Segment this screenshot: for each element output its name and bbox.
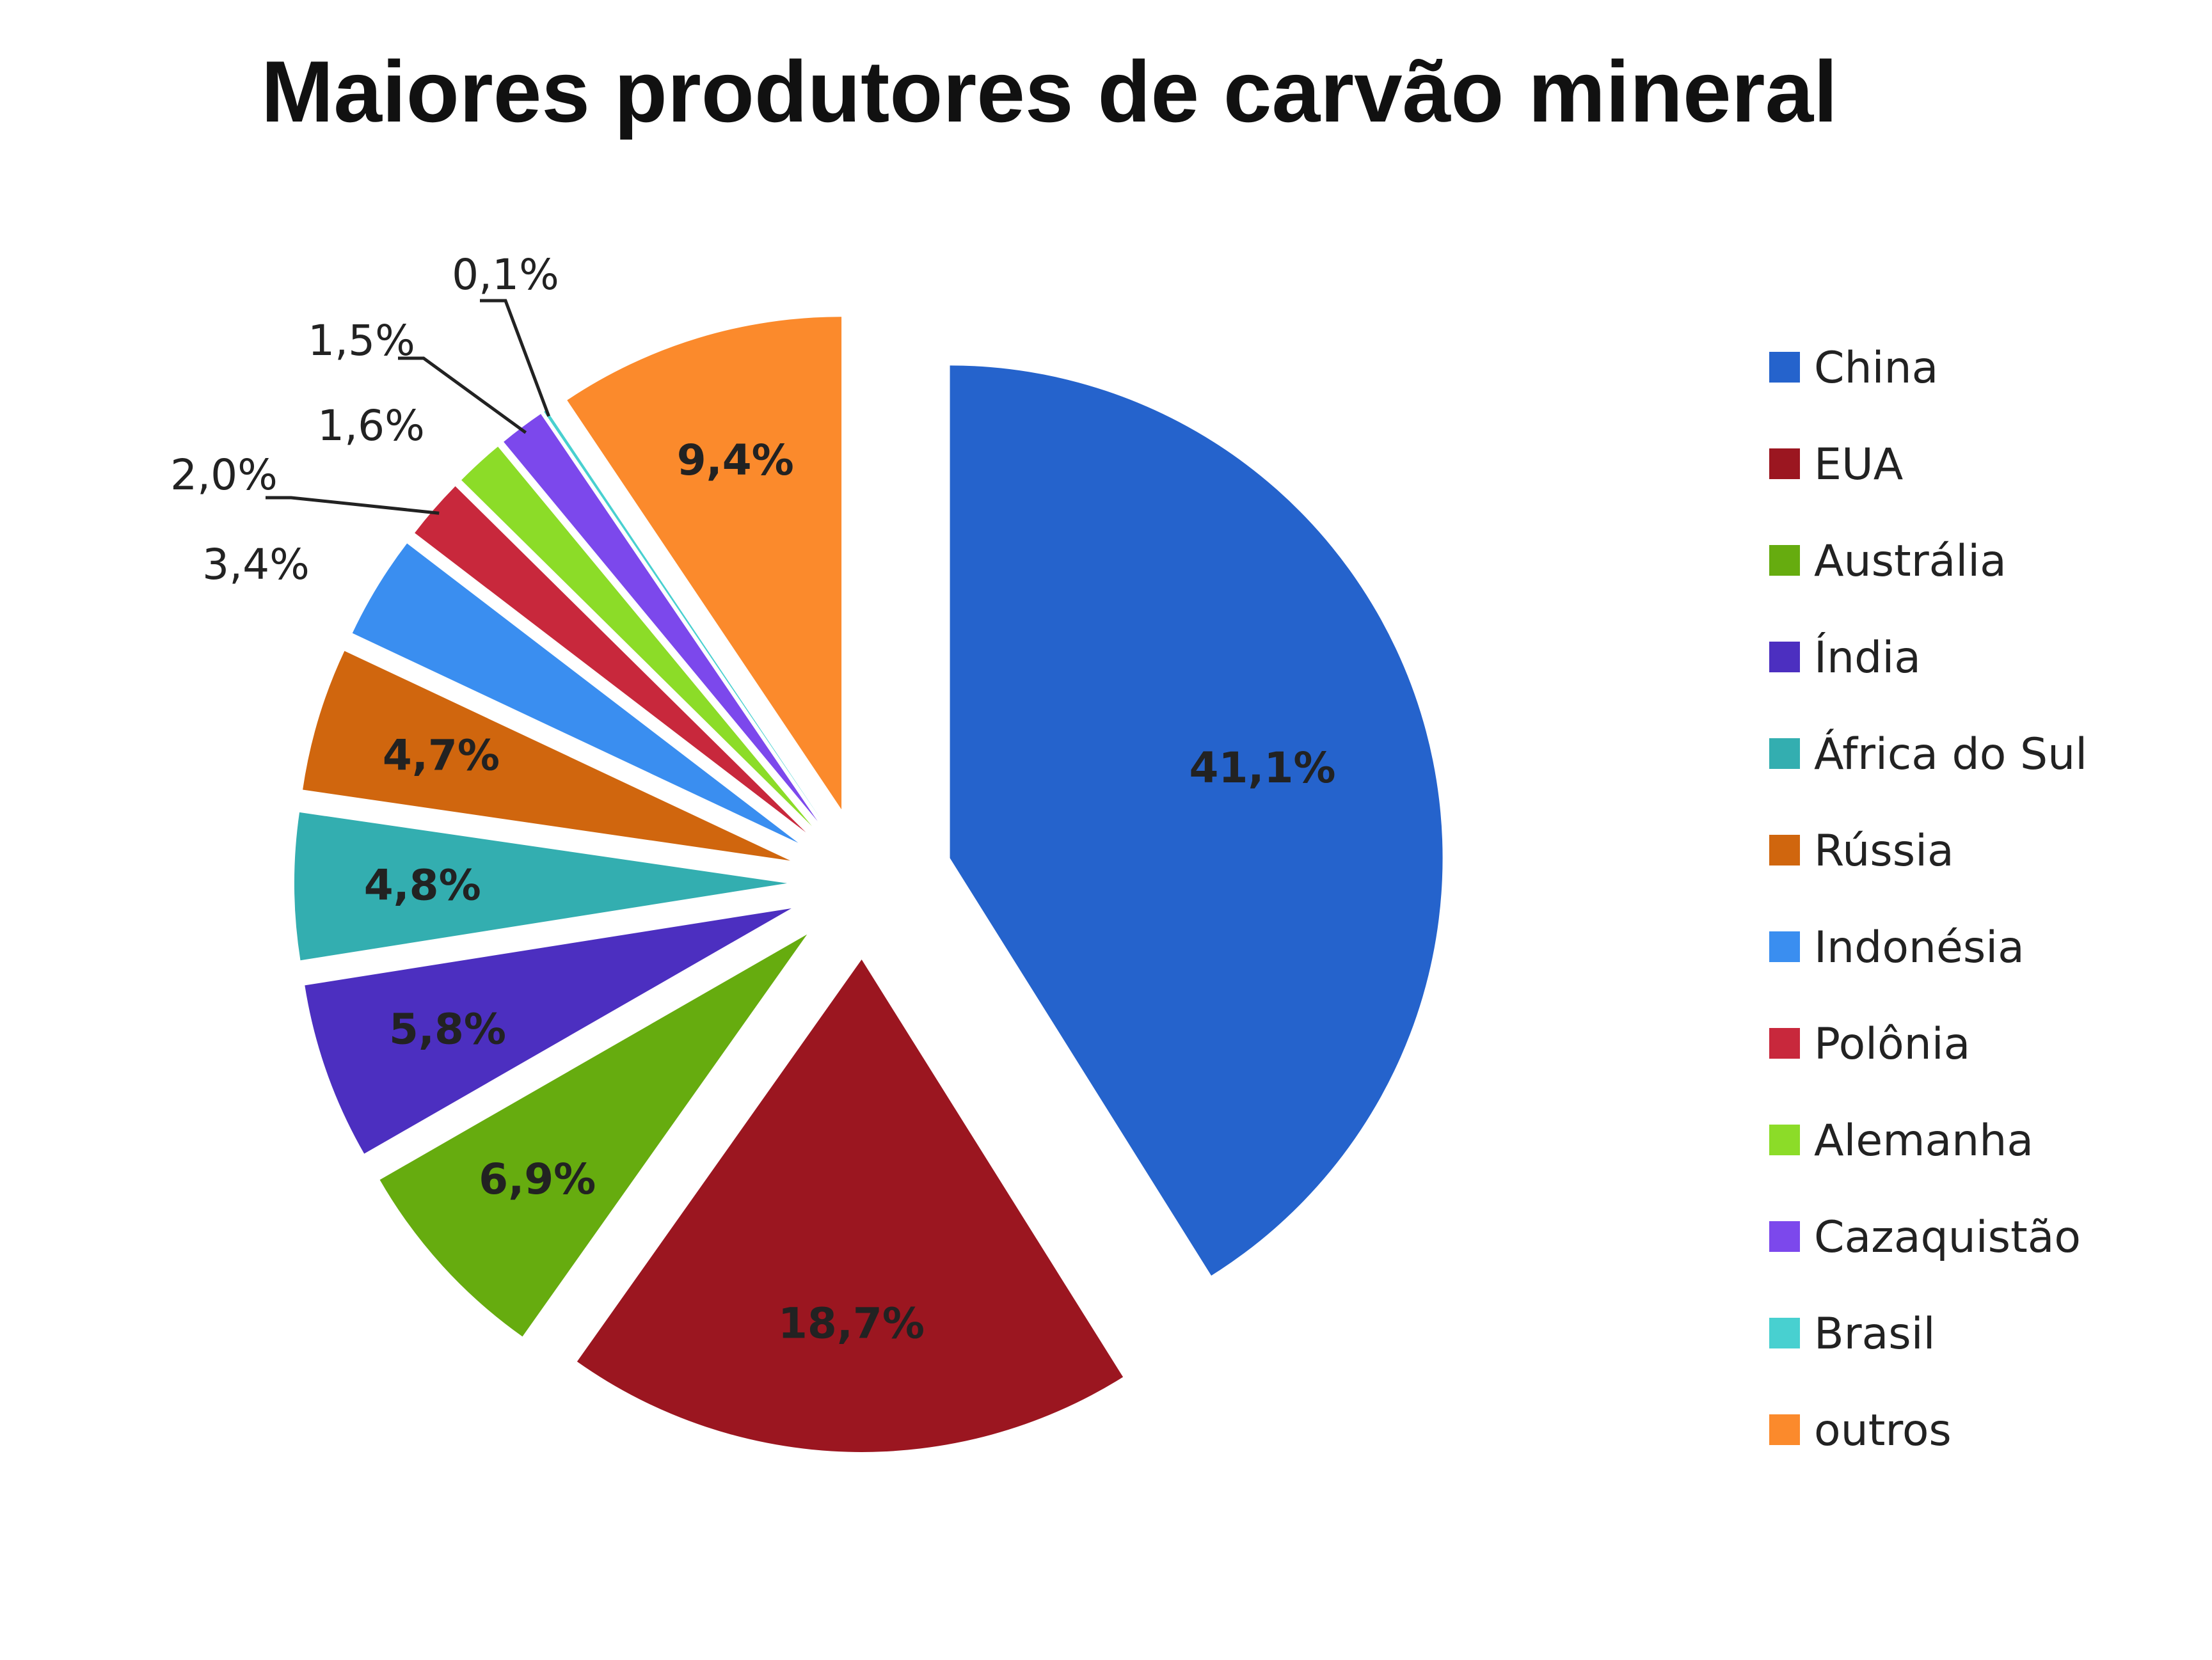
leader-line-polonia [266,496,440,515]
pie-slice-africa-do-sul [294,812,788,961]
pie-slices [294,317,1443,1452]
legend-swatch-eua [1769,448,1800,479]
slice-label-brasil: 0,1% [452,250,559,299]
slice-label-india: 5,8% [389,1005,506,1054]
legend-label-outros: outros [1814,1405,1952,1456]
legend-swatch-alemanha [1769,1125,1800,1155]
slice-label-china: 41,1% [1190,743,1336,793]
legend-swatch-india [1769,642,1800,672]
slice-label-alemanha: 1,6% [317,401,425,450]
legend-swatch-china [1769,352,1800,383]
leader-line-brasil [480,299,550,417]
pie-slice-polonia [415,486,806,833]
legend-label-alemanha: Alemanha [1814,1116,2033,1166]
slice-label-russia: 4,7% [383,731,500,780]
legend-label-eua: EUA [1814,439,1903,490]
pie-slice-cazaquistao [504,414,818,822]
pie-slice-indonesia [352,543,799,843]
legend-swatch-africa-do-sul [1769,738,1800,769]
legend-label-china: China [1814,343,1938,393]
legend-label-brasil: Brasil [1814,1309,1936,1359]
pie-slice-brasil [544,409,821,819]
legend-label-cazaquistao: Cazaquistão [1814,1212,2081,1263]
pie-slice-outros [567,317,842,810]
pie-slice-australia [379,934,808,1337]
slice-label-australia: 6,9% [479,1155,596,1204]
legend-swatch-russia [1769,835,1800,866]
legend-label-australia: Austrália [1814,536,2007,587]
legend-swatch-indonesia [1769,931,1800,962]
legend-label-indonesia: Indonésia [1814,922,2025,973]
legend-label-india: Índia [1814,632,1921,683]
slice-label-africa-do-sul: 4,8% [364,860,481,910]
slice-labels: 41,1% 18,7% 6,9% 5,8% 4,8% 4,7% 3,4% 2,0% 1,6% 1,… [170,250,1335,1348]
slice-label-eua: 18,7% [778,1299,925,1348]
legend-swatch-brasil [1769,1318,1800,1348]
slice-label-polonia: 2,0% [170,450,278,500]
slice-label-indonesia: 3,4% [202,540,310,589]
pie-slice-china [950,365,1443,1276]
legend-swatch-polonia [1769,1028,1800,1059]
legend-label-russia: Rússia [1814,826,1954,876]
pie-slice-india [305,908,792,1154]
legend-swatch-australia [1769,545,1800,576]
legend-label-polonia: Polônia [1814,1019,1970,1070]
pie-slice-eua [577,959,1124,1452]
legend-label-africa-do-sul: África do Sul [1814,729,2087,780]
legend: China EUA Austrália Índia África do Sul Rússi… [1769,343,2087,1456]
pie-slice-alemanha [461,447,812,826]
slice-label-cazaquistao: 1,5% [308,316,415,365]
slice-label-outros: 9,4% [677,436,794,485]
leader-lines [266,299,550,515]
chart-title: Maiores produtores de carvão mineral [261,43,1838,140]
leader-line-cazaquistao [398,356,527,434]
legend-swatch-cazaquistao [1769,1221,1800,1252]
legend-swatch-outros [1769,1414,1800,1445]
pie-slice-russia [303,651,791,861]
